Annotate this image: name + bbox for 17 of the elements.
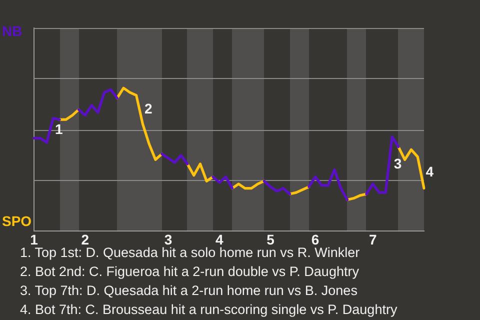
text: 2. Bot 2nd: C. Figueroa hit a 2-run double vs P. Daughtry (20, 263, 360, 281)
x-tick-label: 2 (81, 231, 90, 248)
text: 4. Bot 7th: C. Brousseau hit a run-scoring single vs P. Daughtry (20, 301, 398, 319)
text: 4 (426, 163, 434, 180)
text: 1. Top 1st: D. Quesada hit a solo home run vs R. Winkler (20, 245, 360, 260)
x-tick-label: 3 (164, 231, 172, 248)
x-tick-label: 7 (368, 231, 377, 248)
x-tick-label: 1 (30, 231, 38, 248)
annotation: 3 (394, 156, 402, 172)
annotation: 1 (54, 121, 63, 138)
x-tick-label: 4 (216, 231, 224, 248)
annotation: 2 (144, 100, 152, 116)
x-tick-label: 6 (311, 231, 320, 248)
text: 3. Top 7th: D. Quesada hit a 2-run home run vs B. Jones (20, 282, 358, 300)
x-tick-label: 5 (266, 231, 275, 248)
text: SPO (2, 213, 32, 230)
text: NB (2, 22, 22, 39)
